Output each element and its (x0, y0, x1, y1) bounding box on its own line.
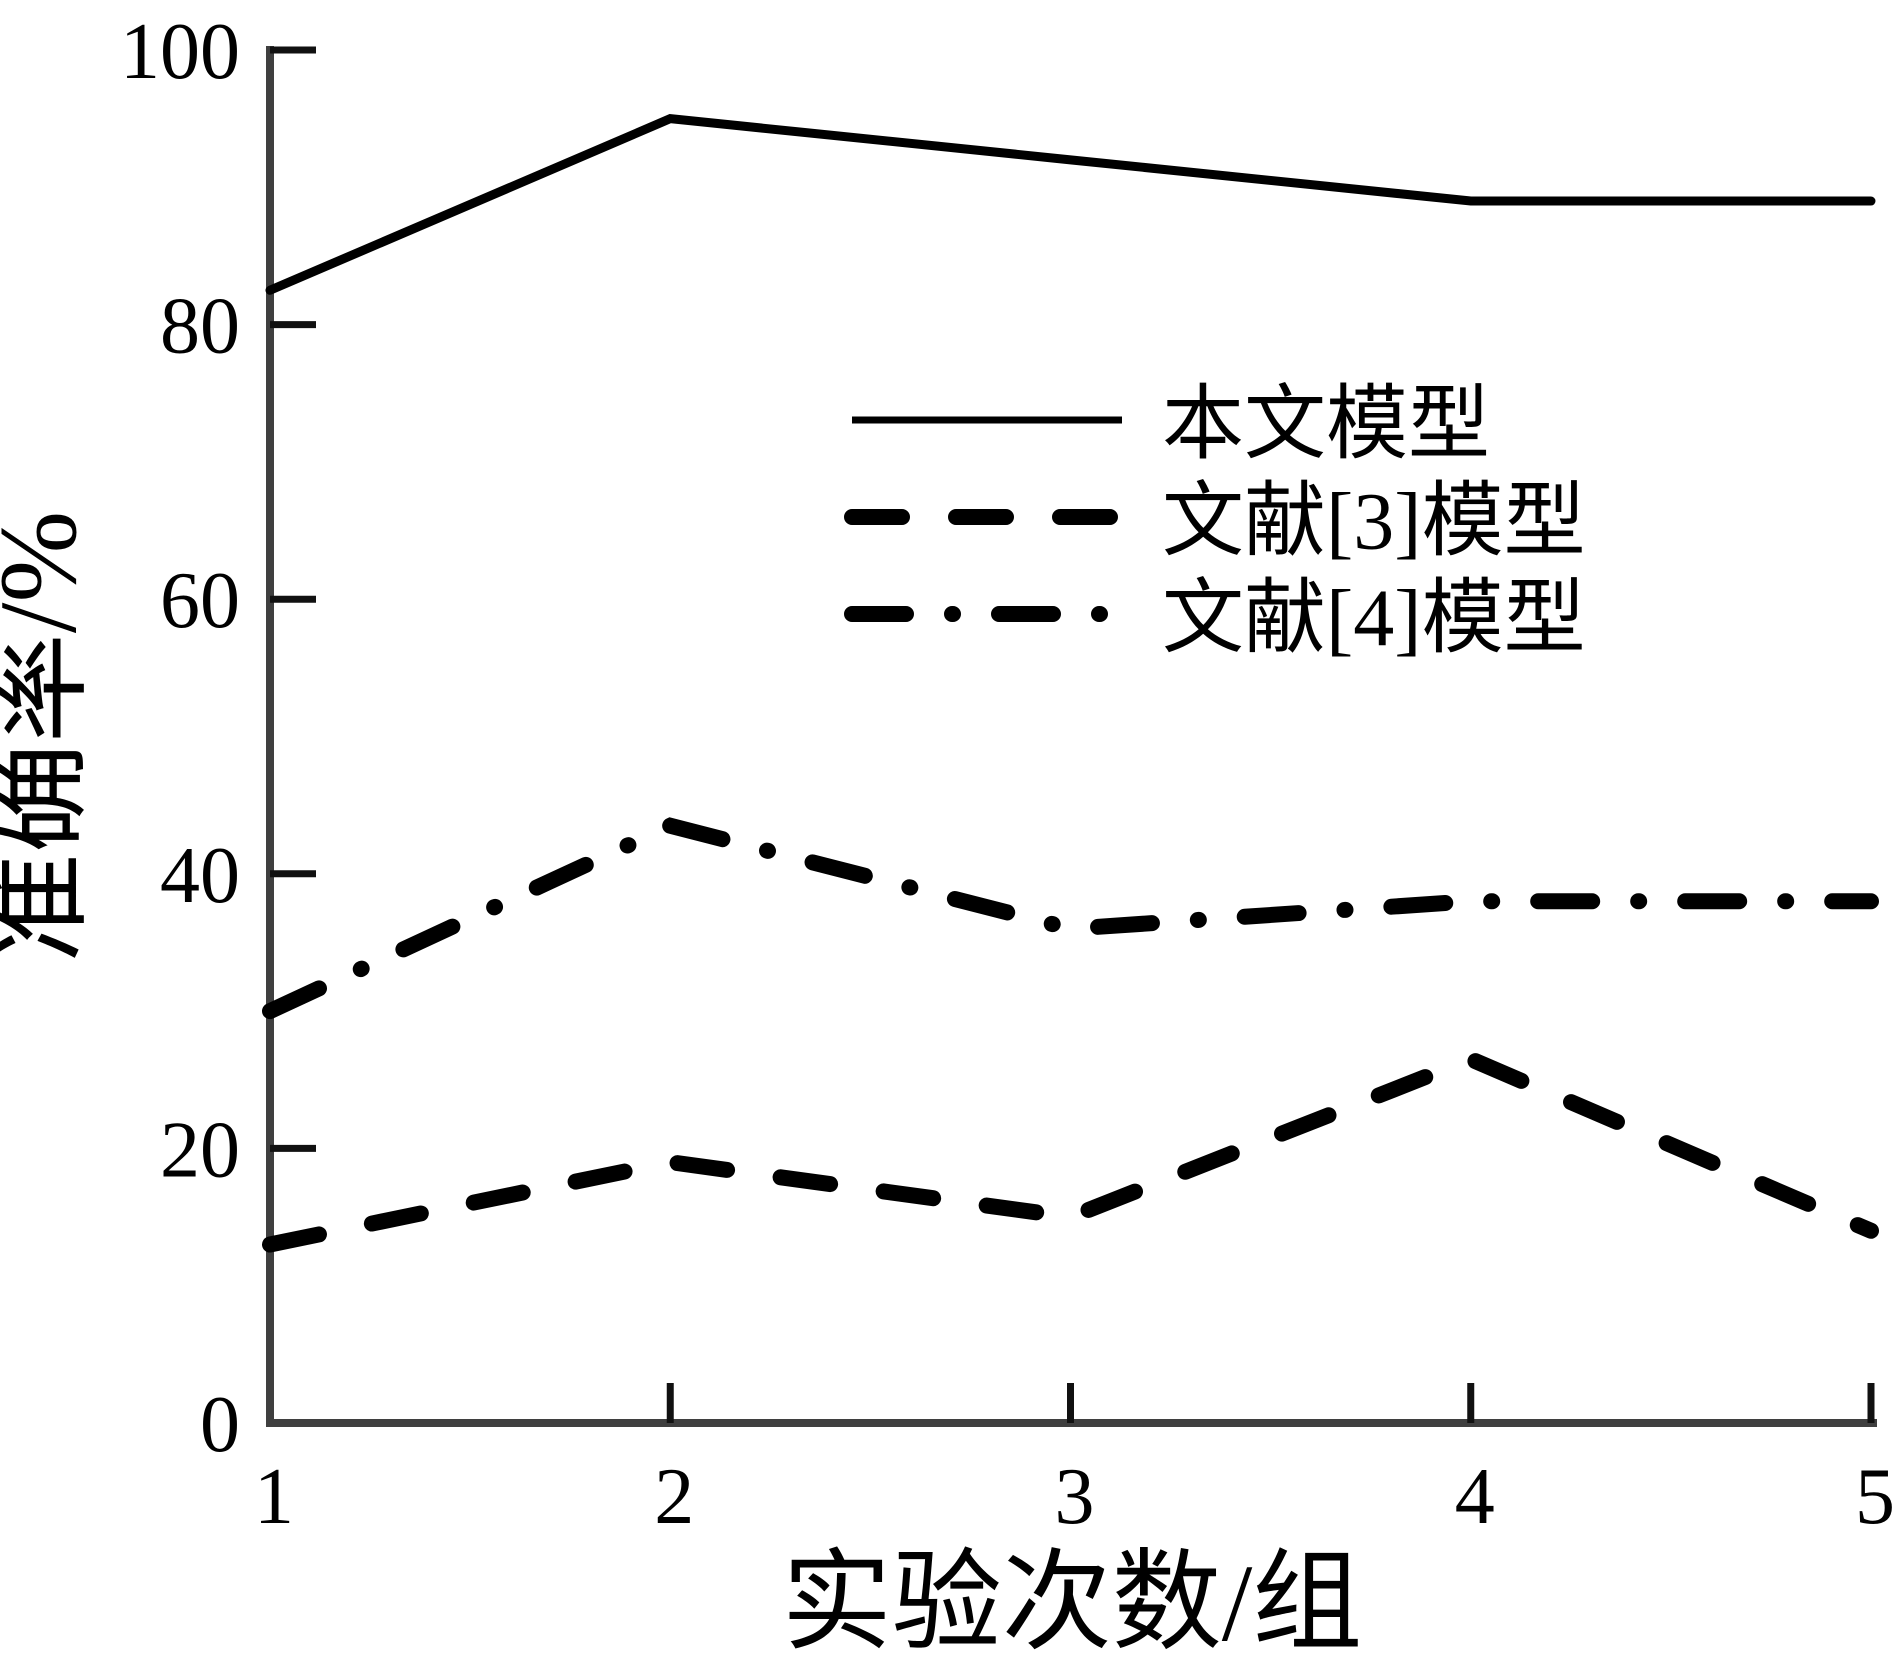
x-tick-label: 3 (1055, 1453, 1095, 1541)
series-line-dashdot (262, 817, 1879, 1020)
legend-item-ref3-model: 文献[3]模型 (844, 476, 1586, 567)
legend-label-ref3-model: 文献[3]模型 (1162, 476, 1586, 567)
legend-item-proposed-model: 本文模型 (852, 379, 1490, 470)
y-tick-label: 80 (160, 283, 240, 371)
x-tick-label: 2 (654, 1453, 694, 1541)
legend: 本文模型 文献[3]模型 文献[4]模型 (844, 379, 1586, 664)
y-tick-label: 0 (200, 1381, 240, 1469)
series-line-solid (265, 114, 1876, 295)
x-tick-label: 1 (254, 1453, 294, 1541)
x-axis-title: 实验次数/组 (782, 1542, 1363, 1662)
y-tick-label: 40 (160, 832, 240, 920)
x-tick-label: 4 (1455, 1453, 1495, 1541)
y-tick-label: 100 (120, 8, 240, 96)
data-series (262, 114, 1879, 1253)
y-axis-ticks: 0 20 40 60 80 100 (120, 8, 316, 1469)
legend-label-proposed-model: 本文模型 (1162, 379, 1490, 470)
x-tick-label: 5 (1855, 1453, 1895, 1541)
series-line-dashed (262, 1050, 1879, 1253)
x-axis-ticks: 1 2 3 4 5 (254, 1383, 1895, 1541)
legend-item-ref4-model: 文献[4]模型 (844, 573, 1586, 664)
y-tick-label: 60 (160, 557, 240, 645)
legend-label-ref4-model: 文献[4]模型 (1162, 573, 1586, 664)
y-tick-label: 20 (160, 1106, 240, 1194)
y-axis-title: 准确率/% (0, 511, 99, 963)
